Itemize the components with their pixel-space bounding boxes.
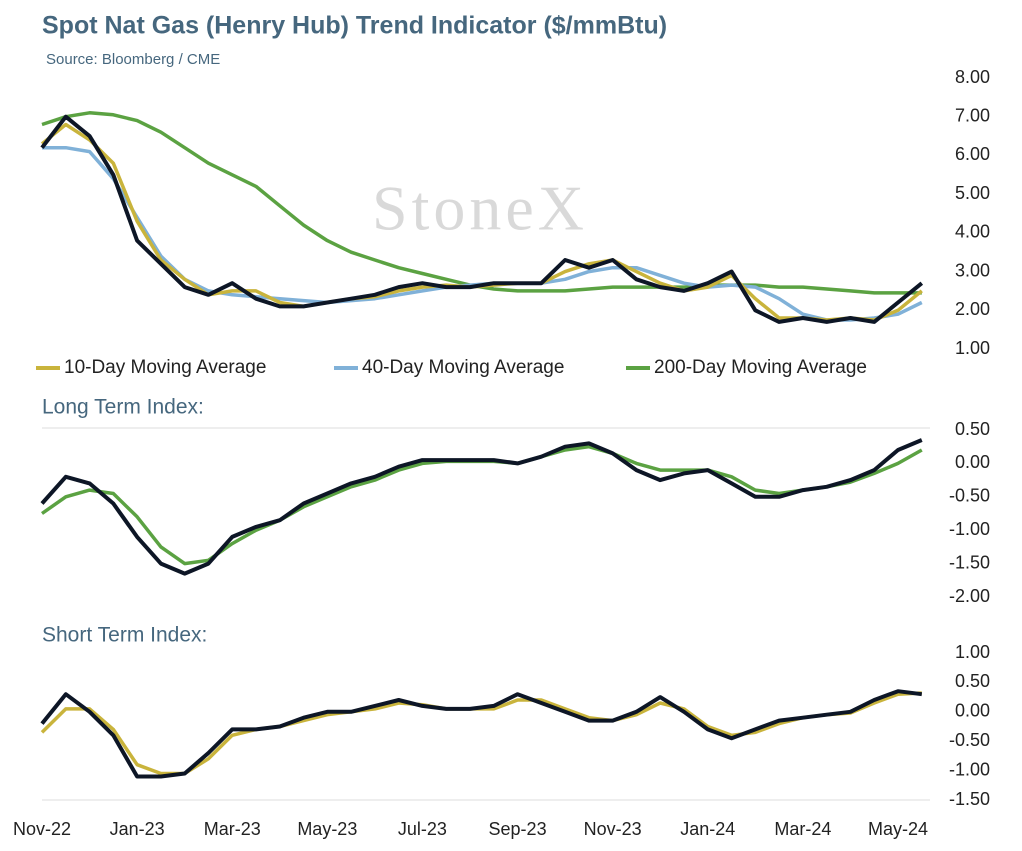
y-tick-label: -1.50 — [949, 552, 990, 572]
x-tick-label: Mar-24 — [774, 819, 831, 839]
subtitle: Source: Bloomberg / CME — [46, 51, 220, 68]
y-tick-label: -0.50 — [949, 730, 990, 750]
y-tick-label: -0.50 — [949, 486, 990, 506]
x-tick-label: May-24 — [868, 819, 928, 839]
y-tick-label: 8.00 — [955, 67, 990, 87]
y-tick-label: -2.00 — [949, 586, 990, 606]
series-line — [40, 444, 923, 566]
x-tick-label: Nov-22 — [13, 819, 71, 839]
x-tick-label: Nov-23 — [584, 819, 642, 839]
legend-label: 40-Day Moving Average — [362, 357, 564, 378]
legend-label: 200-Day Moving Average — [654, 357, 867, 378]
series-line — [40, 689, 923, 779]
x-tick-label: May-23 — [297, 819, 357, 839]
y-tick-label: 3.00 — [955, 260, 990, 280]
x-tick-label: Jan-23 — [110, 819, 165, 839]
series-line — [40, 438, 923, 576]
watermark: StoneX — [372, 173, 588, 244]
panel-title: Long Term Index: — [42, 396, 204, 419]
y-tick-label: 0.50 — [955, 419, 990, 439]
y-tick-label: 6.00 — [955, 144, 990, 164]
y-tick-label: 1.00 — [955, 338, 990, 358]
series-line — [40, 114, 924, 324]
y-tick-label: -1.00 — [949, 759, 990, 779]
y-tick-label: 2.00 — [955, 299, 990, 319]
x-tick-label: Mar-23 — [204, 819, 261, 839]
y-tick-label: 4.00 — [955, 222, 990, 242]
y-tick-label: 1.00 — [955, 642, 990, 662]
panel-title: Short Term Index: — [42, 624, 207, 647]
y-tick-label: 0.00 — [955, 452, 990, 472]
series-line — [40, 691, 922, 776]
x-tick-label: Jan-24 — [680, 819, 735, 839]
y-tick-label: 5.00 — [955, 183, 990, 203]
y-tick-label: -1.00 — [949, 519, 990, 539]
y-tick-label: 7.00 — [955, 105, 990, 125]
y-tick-label: 0.50 — [955, 671, 990, 691]
legend-label: 10-Day Moving Average — [64, 357, 266, 378]
y-tick-label: 0.00 — [955, 701, 990, 721]
panel-title: Spot Nat Gas (Henry Hub) Trend Indicator… — [42, 12, 667, 40]
x-tick-label: Sep-23 — [489, 819, 547, 839]
y-tick-label: -1.50 — [949, 789, 990, 809]
x-tick-label: Jul-23 — [398, 819, 447, 839]
